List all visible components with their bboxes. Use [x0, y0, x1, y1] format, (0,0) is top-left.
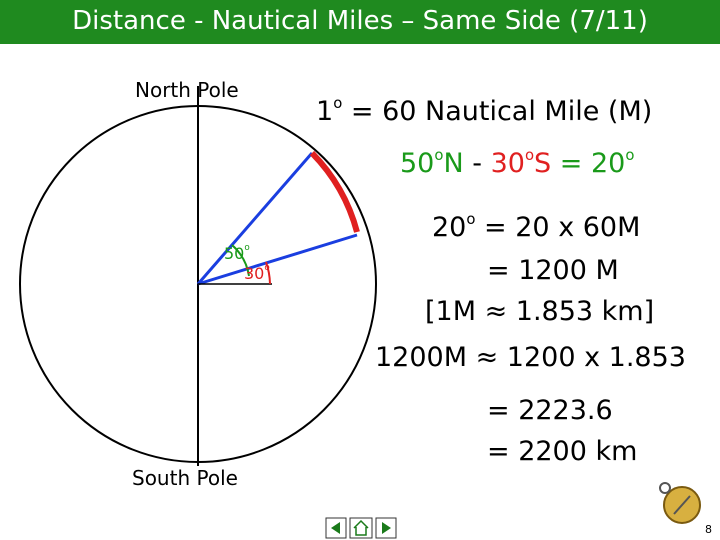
result: = 20o [560, 148, 635, 179]
letter: S [534, 148, 552, 179]
number: 50 [400, 148, 435, 179]
latitude-50-line [196, 152, 314, 285]
compass-ring [659, 482, 671, 494]
north: 50oN [400, 148, 464, 179]
working-line: = 2200 km [487, 436, 638, 467]
working-line: = 1200 M [487, 255, 619, 286]
number: 1 [316, 96, 334, 127]
title: Distance - Nautical Miles – Same Side (7… [72, 6, 648, 36]
angle-arc-30 [265, 261, 271, 285]
working-line: 1200M ≈ 1200 x 1.853 [375, 342, 686, 373]
degree: o [524, 146, 535, 164]
angle-arc-50 [231, 244, 250, 277]
number: 20 [432, 212, 467, 243]
letter: N [443, 148, 464, 179]
angle-number: 50 [224, 244, 245, 263]
angle-30-label: 30o [244, 263, 270, 283]
prev-icon [331, 522, 340, 534]
number: 30 [490, 148, 525, 179]
page-number: 8 [705, 523, 712, 536]
degree: o [264, 263, 270, 273]
degree: o [244, 243, 250, 253]
angle-50-label: 50o [224, 243, 250, 263]
degree: o [466, 210, 476, 228]
working-line: = 2223.6 [487, 395, 613, 426]
compass-icon [659, 482, 701, 524]
number: 20 [591, 148, 626, 179]
nav-buttons [325, 517, 397, 539]
working-line: 20o = 20 x 60M [432, 212, 641, 243]
north-pole-label: North Pole [135, 78, 239, 102]
south: 30oS [491, 148, 552, 179]
degree: o [625, 146, 635, 164]
text: = 20 x 60M [484, 212, 641, 243]
equals: = [559, 148, 583, 179]
latitude-30-line [197, 233, 358, 286]
minus: - [472, 148, 482, 179]
degree: o [333, 94, 343, 112]
angle-number: 30 [244, 264, 265, 283]
definition: 1o = 60 Nautical Mile (M) [316, 96, 653, 127]
home-icon [353, 519, 369, 536]
text: = 60 Nautical Mile (M) [350, 96, 653, 127]
compass-needle [673, 495, 691, 515]
title-bar [0, 0, 720, 44]
arc-distance [309, 150, 360, 233]
south-pole-label: South Pole [132, 466, 238, 490]
next-icon [382, 522, 391, 534]
degree: o [434, 146, 444, 164]
working-line: [1M ≈ 1.853 km] [425, 296, 655, 327]
difference: 50oN - 30oS = 20o [400, 148, 635, 179]
